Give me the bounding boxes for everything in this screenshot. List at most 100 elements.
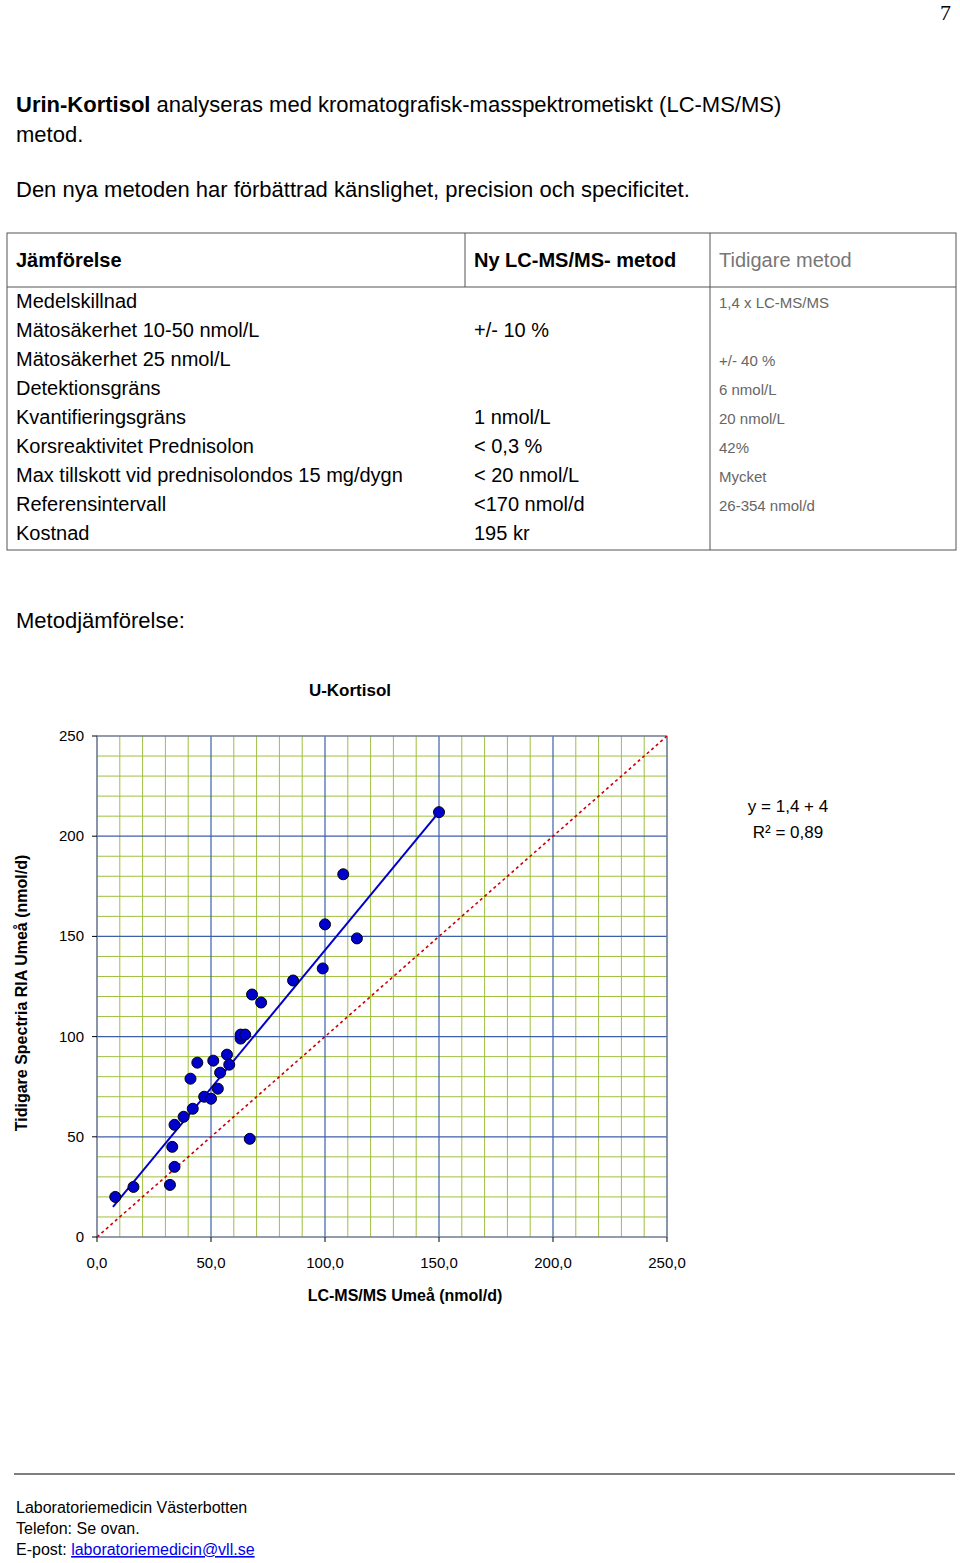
table-cell: 1,4 x LC-MS/MS xyxy=(719,294,829,311)
minor-grid-line xyxy=(97,1096,667,1097)
minor-grid-line xyxy=(530,736,531,1237)
grid-line xyxy=(324,736,325,1237)
tick-label: 250,0 xyxy=(648,1254,686,1271)
point xyxy=(169,1119,180,1130)
table-header: Ny LC-MS/MS- metod xyxy=(474,249,676,271)
point xyxy=(351,933,362,944)
table-cell: 42% xyxy=(719,439,749,456)
axis-label: LC-MS/MS Umeå (nmol/d) xyxy=(308,1287,503,1304)
tick xyxy=(92,836,97,837)
point xyxy=(221,1049,232,1060)
tick-label: 250 xyxy=(59,727,84,744)
grid-line xyxy=(97,1136,667,1137)
minor-grid-line xyxy=(233,736,234,1237)
line xyxy=(97,736,667,1237)
tick-label: 50 xyxy=(67,1128,84,1145)
table-cell: Kostnad xyxy=(16,522,89,544)
minor-grid-line xyxy=(97,896,667,897)
table-cell: Detektionsgräns xyxy=(16,377,161,399)
chart-title: U-Kortisol xyxy=(309,681,391,700)
email-label: E-post: xyxy=(16,1541,71,1558)
marks xyxy=(97,736,667,1237)
table-rule xyxy=(7,287,956,288)
table-cell: <170 nmol/d xyxy=(474,493,585,515)
footer-email-line: E-post: laboratoriemedicin@vll.se xyxy=(16,1541,255,1558)
tick xyxy=(92,1136,97,1137)
line xyxy=(113,812,439,1207)
table-cell: +/- 10 % xyxy=(474,319,549,341)
footer-line: Telefon: Se ovan. xyxy=(16,1520,140,1537)
intro-lead: Urin-Kortisol xyxy=(16,92,150,117)
minor-grid-line xyxy=(370,736,371,1237)
section-title: Metodjämförelse: xyxy=(16,608,185,633)
table-cell: < 0,3 % xyxy=(474,435,543,457)
point xyxy=(110,1191,121,1202)
point xyxy=(317,963,328,974)
point xyxy=(247,989,258,1000)
minor-grid-line xyxy=(644,736,645,1237)
minor-grid-line xyxy=(97,776,667,777)
point xyxy=(208,1055,219,1066)
grid-line xyxy=(97,1036,667,1037)
page: 7Urin-Kortisol analyseras med kromatogra… xyxy=(0,0,960,1563)
tick-label: 150 xyxy=(59,927,84,944)
table-cell: 20 nmol/L xyxy=(719,410,785,427)
minor-grid-line xyxy=(188,736,189,1237)
table-cell: 26-354 nmol/d xyxy=(719,497,815,514)
minor-grid-line xyxy=(279,736,280,1237)
page-background xyxy=(0,0,960,1563)
annotation: y = 1,4 + 4 xyxy=(748,797,828,816)
tick xyxy=(325,1237,326,1242)
intro-line: metod. xyxy=(16,122,83,147)
tick-label: 200 xyxy=(59,827,84,844)
point xyxy=(338,869,349,880)
tick-label: 100 xyxy=(59,1028,84,1045)
point xyxy=(164,1179,175,1190)
table-header: Tidigare metod xyxy=(719,249,852,271)
tick xyxy=(439,1237,440,1242)
minor-grid-line xyxy=(575,736,576,1237)
point xyxy=(187,1103,198,1114)
point xyxy=(185,1073,196,1084)
minor-grid-line xyxy=(97,856,667,857)
minor-grid-line xyxy=(97,876,667,877)
footer-rule xyxy=(14,1474,955,1475)
minor-grid-line xyxy=(97,1156,667,1157)
minor-grid-line xyxy=(97,1056,667,1057)
table-cell: Mycket xyxy=(719,468,767,485)
minor-grid-line xyxy=(302,736,303,1237)
minor-grid-line xyxy=(97,976,667,977)
table-cell: Korsreaktivitet Prednisolon xyxy=(16,435,254,457)
table: JämförelseNy LC-MS/MS- metodTidigare met… xyxy=(7,233,956,550)
tick xyxy=(92,1237,97,1238)
table-frame xyxy=(7,233,956,550)
grid-line xyxy=(210,736,211,1237)
point xyxy=(128,1181,139,1192)
tick xyxy=(211,1237,212,1242)
point xyxy=(212,1083,223,1094)
minor-grid-line xyxy=(461,736,462,1237)
minor-grid-line xyxy=(97,916,667,917)
point xyxy=(240,1029,251,1040)
minor-grid xyxy=(97,736,667,1237)
point xyxy=(169,1161,180,1172)
minor-grid-line xyxy=(256,736,257,1237)
annotation: R² = 0,89 xyxy=(753,823,823,842)
minor-grid-line xyxy=(621,736,622,1237)
tick xyxy=(553,1237,554,1242)
tick-label: 150,0 xyxy=(420,1254,458,1271)
table-cell: Max tillskott vid prednisolondos 15 mg/d… xyxy=(16,464,403,486)
minor-grid-line xyxy=(165,736,166,1237)
grid-line xyxy=(97,836,667,837)
tick xyxy=(667,1237,668,1242)
table-cell: 6 nmol/L xyxy=(719,381,777,398)
point xyxy=(224,1059,235,1070)
table-cell: Mätosäkerhet 10-50 nmol/L xyxy=(16,319,259,341)
table-cell: +/- 40 % xyxy=(719,352,775,369)
tick xyxy=(92,936,97,937)
email-link[interactable]: laboratoriemedicin@vll.se xyxy=(71,1541,255,1558)
tick xyxy=(92,1036,97,1037)
table-cell: Referensintervall xyxy=(16,493,166,515)
tick-label: 0 xyxy=(76,1228,84,1245)
point xyxy=(244,1133,255,1144)
